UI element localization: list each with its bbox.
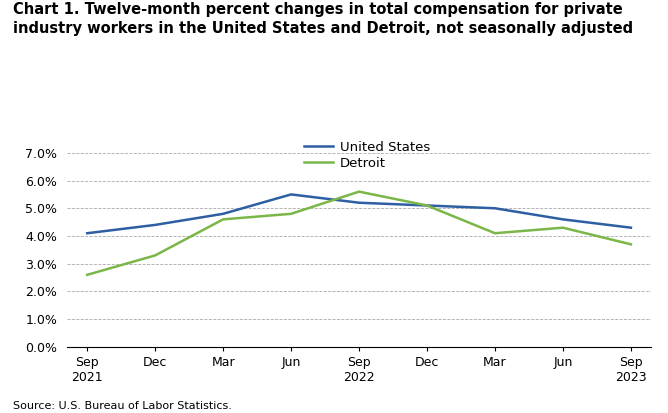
Line: United States: United States <box>88 195 631 233</box>
Detroit <box>355 189 363 194</box>
United States <box>287 192 295 197</box>
United States <box>355 200 363 205</box>
United States <box>491 206 499 211</box>
United States <box>559 217 567 222</box>
Text: Chart 1. Twelve-month percent changes in total compensation for private
industry: Chart 1. Twelve-month percent changes in… <box>13 2 633 36</box>
United States <box>151 223 159 228</box>
United States <box>627 225 635 230</box>
Legend: United States, Detroit: United States, Detroit <box>305 141 430 170</box>
Detroit <box>84 272 92 277</box>
United States <box>423 203 431 208</box>
Detroit <box>491 231 499 236</box>
United States <box>219 211 227 216</box>
Detroit <box>219 217 227 222</box>
Detroit <box>627 242 635 247</box>
Detroit <box>559 225 567 230</box>
Line: Detroit: Detroit <box>88 192 631 275</box>
Text: Source: U.S. Bureau of Labor Statistics.: Source: U.S. Bureau of Labor Statistics. <box>13 401 232 411</box>
Detroit <box>151 253 159 258</box>
United States <box>84 231 92 236</box>
Detroit <box>287 211 295 216</box>
Detroit <box>423 203 431 208</box>
